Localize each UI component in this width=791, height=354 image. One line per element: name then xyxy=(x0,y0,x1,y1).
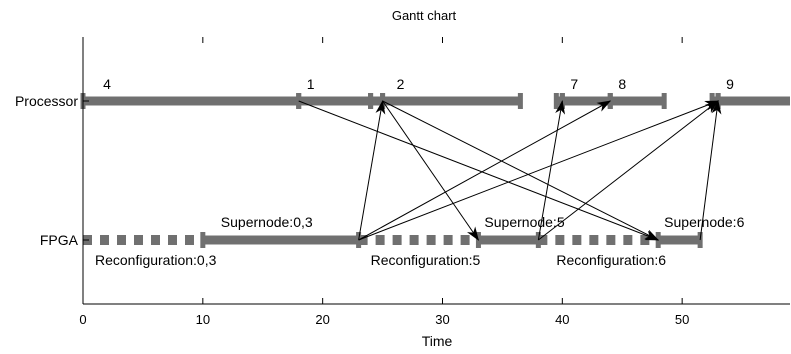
x-tick-label: 40 xyxy=(555,312,569,327)
chart-title: Gantt chart xyxy=(392,8,457,23)
dependency-arrow xyxy=(382,100,480,241)
task-boundary-tick xyxy=(661,93,667,109)
fpga-supernode-bar xyxy=(658,235,701,245)
processor-task-label: 8 xyxy=(618,76,626,92)
processor-task-bar xyxy=(83,96,299,106)
processor-task-bar xyxy=(382,96,521,106)
processor-task-label: 1 xyxy=(307,76,315,92)
x-tick-label: 0 xyxy=(79,312,86,327)
task-boundary-tick xyxy=(517,93,523,109)
fpga-reconfiguration-label: Reconfiguration:6 xyxy=(556,252,666,268)
dependency-arrow xyxy=(358,100,386,241)
task-boundary-tick xyxy=(553,93,559,109)
processor-task-label: 4 xyxy=(103,76,111,92)
x-tick-label: 20 xyxy=(315,312,329,327)
row-label-processor: Processor xyxy=(15,93,78,109)
row-labels: Processor FPGA xyxy=(15,93,79,248)
dependency-arrow xyxy=(382,100,660,241)
dependency-arrow xyxy=(358,100,612,241)
row-label-fpga: FPGA xyxy=(40,232,79,248)
processor-task-label: 2 xyxy=(397,76,405,92)
fpga-supernode-bar xyxy=(202,235,359,245)
processor-task-bar xyxy=(562,96,611,106)
dependency-arrow xyxy=(358,100,720,241)
processor-task-bar xyxy=(610,96,665,106)
fpga-supernode-label: Supernode:6 xyxy=(664,214,744,230)
fpga-supernode-bar xyxy=(478,235,539,245)
processor-task-bar xyxy=(298,96,371,106)
processor-task-label: 9 xyxy=(726,76,734,92)
x-tick-label: 50 xyxy=(675,312,689,327)
task-boundary-tick xyxy=(200,232,206,248)
processor-task-bar xyxy=(718,96,790,106)
x-tick-label: 10 xyxy=(196,312,210,327)
dependency-arrow xyxy=(538,100,719,241)
fpga-supernode-label: Supernode:5 xyxy=(484,214,564,230)
fpga-supernode-label: Supernode:0,3 xyxy=(221,214,313,230)
fpga-reconfiguration-label: Reconfiguration:0,3 xyxy=(95,252,217,268)
x-tick-label: 30 xyxy=(435,312,449,327)
dependency-arrow xyxy=(699,100,722,241)
processor-task-label: 7 xyxy=(570,76,578,92)
dependency-arrow xyxy=(298,100,660,241)
task-labels-layer: 4 1 2 7 8 9 Reconfiguration:0,3 Supernode:0,3 Re… xyxy=(95,76,745,268)
task-boundary-tick xyxy=(368,93,374,109)
x-axis-label: Time xyxy=(422,333,453,349)
axes-layer: 0 10 20 30 40 50 xyxy=(79,37,790,327)
fpga-reconfiguration-label: Reconfiguration:5 xyxy=(371,252,481,268)
dependency-arrow xyxy=(537,100,566,241)
dependency-arrows-layer xyxy=(298,100,722,241)
